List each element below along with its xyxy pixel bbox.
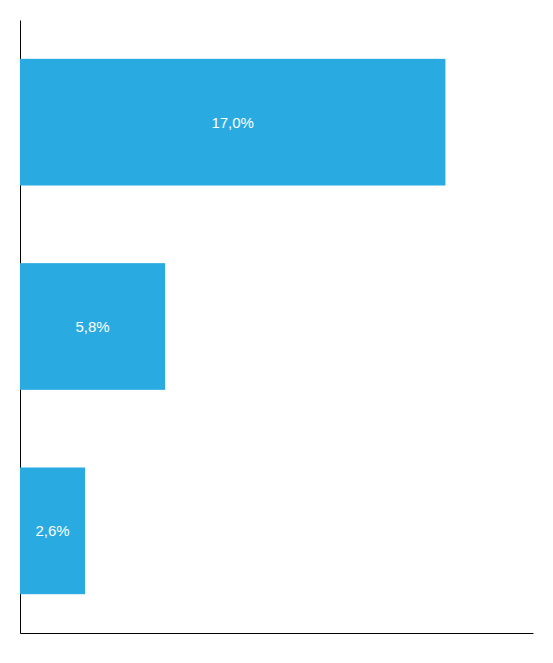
data-label: 17,0%: [211, 114, 254, 131]
bar: [20, 59, 445, 186]
chart: 17,0% 5,8% 2,6%: [0, 0, 553, 663]
data-label: 2,6%: [35, 522, 69, 539]
plot-area: 17,0% 5,8% 2,6%: [20, 21, 534, 634]
bar: [20, 263, 165, 390]
data-labels: 17,0% 5,8% 2,6%: [35, 114, 254, 540]
bars: [20, 59, 445, 594]
x-axis: [21, 633, 534, 634]
x-axis-line: [21, 633, 534, 634]
bar: [20, 467, 85, 594]
data-label: 5,8%: [75, 318, 109, 335]
